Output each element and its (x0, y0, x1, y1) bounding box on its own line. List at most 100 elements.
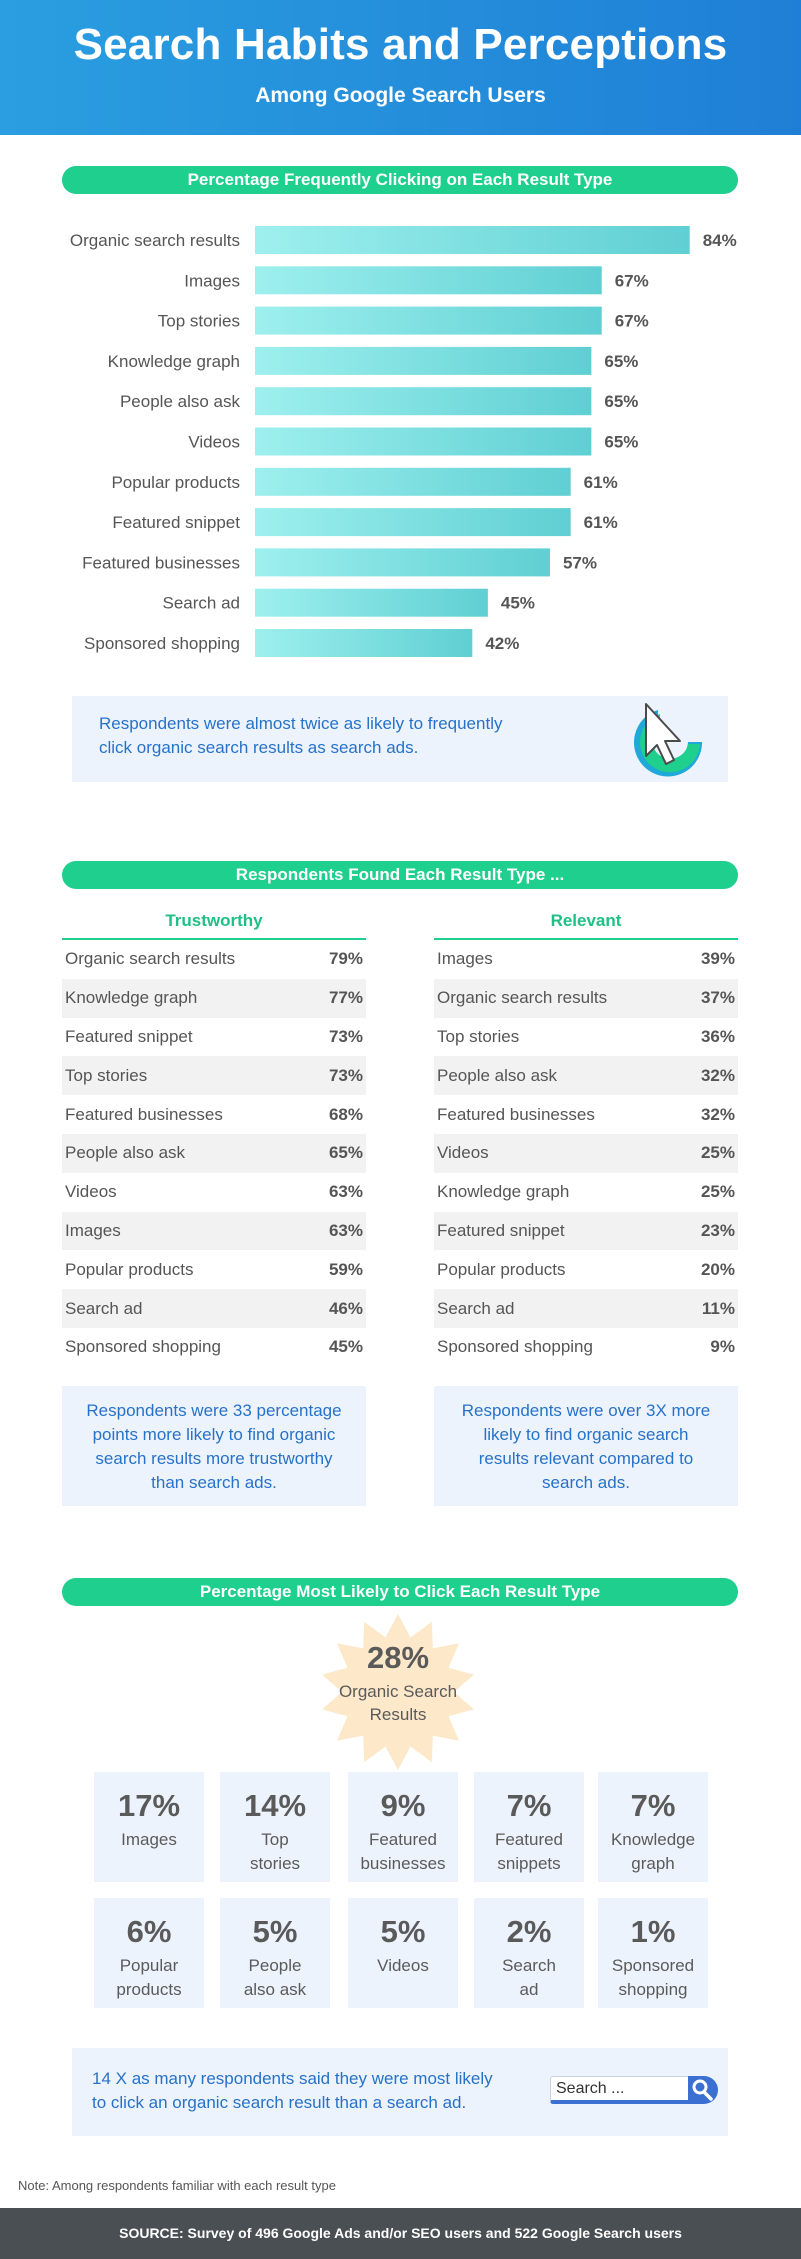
row-value: 65% (328, 1143, 363, 1163)
row-value: 63% (328, 1220, 363, 1240)
bar-top-stories (255, 306, 602, 335)
row-label: Featured snippet (65, 1026, 193, 1046)
table-row: Images 63% (62, 1211, 366, 1251)
bar-value-label: 67% (615, 312, 649, 331)
tile-label: Featured (368, 1830, 438, 1849)
starburst-icon (322, 1614, 474, 1770)
relevant-note-line-3: results relevant compared to (478, 1449, 694, 1468)
relevant-table: Relevant Images 39% Organic search results… (434, 903, 738, 1367)
table-row: Videos 25% (434, 1133, 738, 1173)
relevant-note-line-4: search ads. (542, 1473, 630, 1492)
result-tile: 7% Knowledge graph (598, 1772, 708, 1882)
table-row: Featured snippet 73% (62, 1018, 366, 1057)
row-value: 59% (328, 1259, 363, 1279)
bar-organic-search-results (255, 226, 690, 254)
bar-chart: Organic search results 84% Images 67% Top st… (0, 218, 801, 668)
table-row: Top stories 73% (62, 1056, 366, 1096)
header-banner: Search Habits and Perceptions Among Goog… (0, 0, 801, 135)
search-icon (688, 2076, 718, 2104)
row-label: People also ask (437, 1065, 558, 1085)
tile-value: 14% (243, 1788, 307, 1823)
trustworthy-note-line-3: search results more trustworthy (95, 1449, 333, 1468)
bar-value-label: 57% (563, 553, 597, 572)
trustworthy-note-line-1: Respondents were 33 percentage (86, 1401, 342, 1420)
row-label: People also ask (65, 1143, 186, 1163)
bar-value-label: 65% (604, 352, 638, 371)
row-value: 39% (700, 949, 735, 969)
bar-value-label: 65% (604, 392, 638, 411)
row-value: 11% (701, 1298, 735, 1318)
table-row: Knowledge graph 25% (434, 1173, 738, 1212)
page-title: Search Habits and Perceptions (73, 20, 728, 69)
tile-label: People (248, 1956, 302, 1975)
row-value: 73% (328, 1065, 363, 1085)
trustworthy-title: Trustworthy (62, 903, 366, 940)
bar-category-label: Videos (188, 433, 240, 452)
bar-value-label: 84% (703, 231, 737, 250)
frequency-callout: Respondents were almost twice as likely … (72, 696, 728, 782)
bar-featured-snippet (255, 508, 571, 537)
row-value: 37% (700, 988, 735, 1008)
row-value: 45% (328, 1337, 363, 1357)
row-value: 20% (700, 1259, 735, 1279)
table-row: People also ask 32% (434, 1056, 738, 1096)
search-bar-illustration: Search ... (550, 2076, 720, 2108)
row-value: 23% (700, 1220, 735, 1240)
trustworthy-note-line-2: points more likely to find organic (92, 1425, 336, 1444)
tile-value: 1% (630, 1914, 676, 1949)
table-row: Featured businesses 68% (62, 1095, 366, 1134)
row-value: 77% (328, 988, 363, 1008)
top-result-label-line-1: Organic Search (338, 1682, 458, 1701)
row-label: Organic search results (65, 949, 236, 969)
row-value: 32% (700, 1065, 735, 1085)
tile-value: 17% (117, 1788, 181, 1823)
bar-category-label: Top stories (158, 312, 240, 331)
table-row: Popular products 20% (434, 1250, 738, 1289)
row-value: 25% (700, 1143, 735, 1163)
row-label: Search ad (65, 1298, 143, 1318)
section-heading-frequently-clicking: Percentage Frequently Clicking on Each R… (62, 166, 738, 194)
row-label: Search ad (437, 1298, 515, 1318)
table-row: Search ad 11% (434, 1289, 738, 1328)
row-value: 25% (700, 1182, 735, 1202)
bar-value-label: 42% (485, 634, 519, 653)
row-value: 79% (328, 949, 363, 969)
tile-label: Images (121, 1830, 177, 1849)
tile-label: Featured (494, 1830, 564, 1849)
bar-people-also-ask (255, 387, 592, 416)
tile-label: ad (519, 1980, 539, 1999)
tile-value: 5% (252, 1914, 298, 1949)
most-likely-callout-line-1: 14 X as many respondents said they were … (92, 2069, 493, 2088)
tile-label: snippets (497, 1854, 561, 1873)
table-row: People also ask 65% (62, 1133, 366, 1173)
table-row: Featured businesses 32% (434, 1095, 738, 1134)
row-label: Sponsored shopping (65, 1337, 221, 1357)
bar-category-label: Knowledge graph (108, 352, 240, 371)
table-row: Search ad 46% (62, 1289, 366, 1328)
tile-label: graph (631, 1854, 675, 1873)
table-row: Sponsored shopping 45% (62, 1328, 366, 1367)
tile-label: Knowledge (610, 1830, 696, 1849)
result-tile: 1% Sponsored shopping (598, 1898, 708, 2008)
section-heading-found-each: Respondents Found Each Result Type ... (62, 861, 738, 889)
row-label: Popular products (437, 1259, 566, 1279)
bar-value-label: 61% (584, 513, 618, 532)
row-label: Featured businesses (65, 1104, 223, 1124)
bar-chart-svg: Organic search results 84% Images 67% Top st… (70, 226, 737, 657)
row-value: 73% (328, 1026, 363, 1046)
row-value: 36% (700, 1026, 735, 1046)
bar-value-label: 67% (615, 271, 649, 290)
row-label: Sponsored shopping (437, 1337, 593, 1357)
bar-value-label: 65% (604, 433, 638, 452)
row-value: 68% (328, 1104, 363, 1124)
row-label: Knowledge graph (437, 1182, 570, 1202)
bar-images (255, 266, 602, 295)
tile-value: 6% (126, 1914, 172, 1949)
search-input: Search ... (556, 2080, 625, 2097)
tile-label: products (116, 1980, 182, 1999)
relevant-note: Respondents were over 3X more likely to … (434, 1386, 738, 1506)
bar-value-label: 61% (584, 473, 618, 492)
table-row: Organic search results 37% (434, 978, 738, 1018)
bar-category-label: Popular products (111, 473, 240, 492)
top-result-label-line-2: Results (369, 1705, 427, 1724)
